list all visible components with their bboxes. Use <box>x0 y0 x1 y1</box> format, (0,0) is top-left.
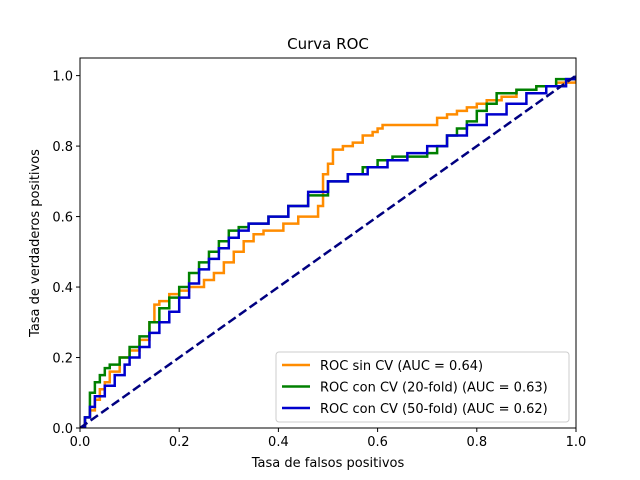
y-tick-label: 0.2 <box>52 352 73 367</box>
legend-box <box>275 351 570 423</box>
legend-entry: ROC con CV (50-fold) (AUC = 0.62) <box>320 402 548 417</box>
y-tick-label: 1.0 <box>52 70 73 85</box>
chart-title: Curva ROC <box>287 35 369 53</box>
roc-series-line-2 <box>80 75 576 428</box>
x-axis-label: Tasa de falsos positivos <box>251 456 405 471</box>
plot-frame <box>79 57 577 429</box>
legend-entry: ROC con CV (20-fold) (AUC = 0.63) <box>320 381 548 396</box>
y-axis-label: Tasa de verdaderos positivos <box>28 149 43 338</box>
legend: ROC sin CV (AUC = 0.64) ROC con CV (20-fo… <box>275 351 570 423</box>
y-tick-label: 0.8 <box>52 140 73 155</box>
y-tick-label: 0.0 <box>52 422 73 437</box>
y-tick-label: 0.6 <box>52 211 73 226</box>
x-tick-label: 0.6 <box>367 435 388 450</box>
x-tick-label: 0.4 <box>268 435 289 450</box>
y-axis-ticks: 0.0 0.2 0.4 0.6 0.8 1.0 <box>52 70 80 437</box>
x-tick-label: 1.0 <box>566 435 587 450</box>
y-tick-label: 0.4 <box>52 281 73 296</box>
legend-entry: ROC sin CV (AUC = 0.64) <box>320 359 483 374</box>
x-tick-label: 0.8 <box>466 435 487 450</box>
chance-diagonal-line <box>80 74 576 428</box>
x-tick-label: 0.2 <box>169 435 190 450</box>
x-axis-ticks: 0.0 0.2 0.4 0.6 0.8 1.0 <box>70 428 587 450</box>
x-tick-label: 0.0 <box>70 435 91 450</box>
plot-area <box>79 57 577 429</box>
